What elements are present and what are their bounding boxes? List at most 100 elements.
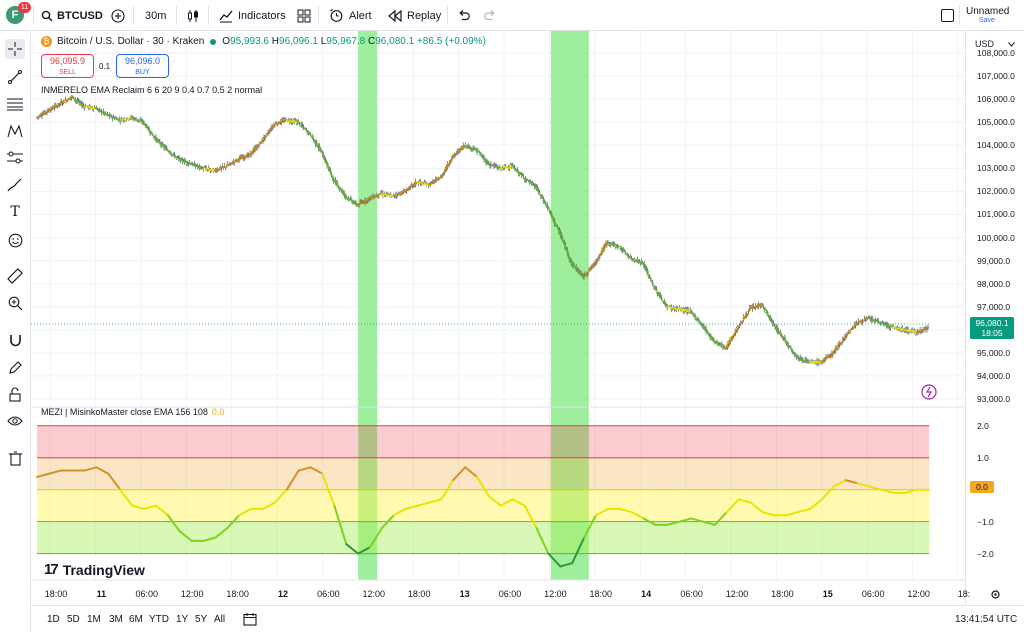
candle-body bbox=[44, 112, 48, 114]
undo-button[interactable] bbox=[457, 0, 470, 31]
candle-body bbox=[674, 307, 677, 309]
candle-body bbox=[917, 331, 921, 333]
range-button-1d[interactable]: 1D bbox=[47, 614, 60, 625]
chevron-down-icon bbox=[1008, 41, 1015, 47]
buy-button[interactable]: 96,096.0 BUY bbox=[116, 54, 169, 78]
chart-canvas[interactable] bbox=[31, 31, 965, 605]
currency-select[interactable]: USD bbox=[972, 36, 1018, 52]
candle-body bbox=[780, 333, 783, 337]
replay-label: Replay bbox=[407, 9, 442, 22]
eye-icon bbox=[7, 416, 23, 426]
range-button-5y[interactable]: 5Y bbox=[195, 614, 208, 625]
candle-body bbox=[850, 328, 853, 330]
range-button-1y[interactable]: 1Y bbox=[176, 614, 189, 625]
indicator-legend-2[interactable]: MEZI | MisinkoMaster close EMA 156 108 0.… bbox=[41, 407, 224, 417]
toolbar-divider bbox=[318, 6, 319, 25]
candle-body bbox=[441, 175, 444, 177]
sell-button[interactable]: 96,095.9 SELL bbox=[41, 54, 94, 78]
candle-body bbox=[551, 215, 554, 217]
oscillator-segment bbox=[583, 514, 597, 539]
save-button[interactable]: Save bbox=[979, 17, 995, 24]
layout-checkbox[interactable] bbox=[941, 0, 954, 31]
candle-body bbox=[249, 153, 253, 155]
trend-line-tool[interactable] bbox=[5, 67, 25, 87]
toolbar-divider bbox=[133, 6, 134, 25]
highlight-zones bbox=[358, 31, 589, 580]
candle-body bbox=[538, 192, 541, 194]
redo-button[interactable] bbox=[484, 0, 497, 31]
candle-body bbox=[700, 324, 704, 326]
range-button-6m[interactable]: 6M bbox=[129, 614, 143, 625]
candle-body bbox=[781, 336, 784, 338]
range-button-5d[interactable]: 5D bbox=[67, 614, 80, 625]
interval-button[interactable]: 30m bbox=[145, 9, 167, 22]
remove-drawings-tool[interactable] bbox=[5, 448, 25, 468]
range-button-3m[interactable]: 3M bbox=[109, 614, 123, 625]
replay-button[interactable]: Replay bbox=[388, 0, 441, 31]
candle-body bbox=[37, 116, 41, 118]
undo-icon bbox=[459, 9, 470, 20]
lightning-icon[interactable] bbox=[921, 384, 937, 400]
time-axis-label: 12:00 bbox=[362, 589, 386, 599]
tradingview-logo[interactable]: 17 TradingView bbox=[44, 561, 145, 578]
oscillator-segment bbox=[178, 530, 193, 542]
oscillator-segment bbox=[571, 536, 586, 565]
prediction-tool[interactable] bbox=[5, 148, 25, 168]
text-tool[interactable]: T bbox=[5, 202, 25, 222]
stay-in-drawing-tool[interactable] bbox=[5, 357, 25, 377]
symbol-legend[interactable]: ₿ Bitcoin / U.S. Dollar · 30 · Kraken O9… bbox=[41, 36, 486, 47]
oscillator-axis-label: −1.0 bbox=[977, 516, 994, 527]
candle-body bbox=[816, 360, 820, 362]
emoji-tool[interactable] bbox=[5, 230, 25, 250]
magnet-tool[interactable] bbox=[5, 330, 25, 350]
range-button-1m[interactable]: 1M bbox=[87, 614, 101, 625]
pattern-tool[interactable] bbox=[5, 121, 25, 141]
candle-body bbox=[440, 175, 443, 179]
candle-body bbox=[298, 122, 301, 124]
candle-body bbox=[776, 328, 779, 332]
candle-body bbox=[542, 199, 545, 202]
zoom-tool[interactable] bbox=[5, 293, 25, 313]
symbol-search-button[interactable]: BTCUSD bbox=[41, 0, 103, 31]
candle-body bbox=[846, 333, 849, 335]
range-button-ytd[interactable]: YTD bbox=[149, 614, 169, 625]
measure-tool[interactable] bbox=[5, 266, 25, 286]
range-button-all[interactable]: All bbox=[214, 614, 226, 625]
indicators-icon bbox=[219, 10, 233, 22]
brush-tool[interactable] bbox=[5, 175, 25, 195]
compare-symbol-button[interactable] bbox=[111, 0, 125, 31]
candle-body bbox=[448, 162, 451, 164]
candle-body bbox=[679, 308, 682, 311]
candle-body bbox=[805, 360, 809, 362]
fib-tool[interactable] bbox=[5, 94, 25, 114]
candle-body bbox=[555, 225, 558, 227]
candle-body bbox=[362, 202, 366, 204]
candle-body bbox=[51, 106, 55, 109]
pencil-lock-icon bbox=[8, 360, 22, 374]
utc-clock[interactable]: 13:41:54 UTC bbox=[955, 614, 1018, 625]
candle-body bbox=[348, 199, 351, 201]
indicators-button[interactable]: Indicators bbox=[219, 0, 286, 31]
candle-body bbox=[368, 197, 372, 200]
indicator-legend-1[interactable]: INMERELO EMA Reclaim 6 6 20 9 0.4 0.7 0.… bbox=[41, 85, 263, 95]
lock-drawings-tool[interactable] bbox=[5, 384, 25, 404]
search-icon bbox=[41, 10, 53, 21]
crosshair-tool[interactable] bbox=[5, 39, 25, 59]
layout-name[interactable]: Unnamed bbox=[966, 6, 1010, 17]
alert-button[interactable]: Alert bbox=[329, 0, 372, 31]
candle-body bbox=[342, 191, 345, 195]
go-to-date-button[interactable] bbox=[243, 612, 257, 629]
hide-drawings-tool[interactable] bbox=[5, 411, 25, 431]
candle-body bbox=[540, 195, 543, 197]
candle-body bbox=[217, 169, 220, 171]
oscillator-zone bbox=[37, 489, 929, 522]
candle-body bbox=[166, 149, 170, 151]
axis-settings-button[interactable] bbox=[990, 589, 1001, 603]
candle-body bbox=[496, 166, 500, 168]
templates-button[interactable] bbox=[297, 0, 311, 31]
candle-body bbox=[143, 123, 147, 125]
chart-type-button[interactable] bbox=[186, 0, 200, 31]
candle-body bbox=[446, 164, 449, 169]
candle-body bbox=[701, 325, 705, 328]
candle-body bbox=[278, 123, 282, 125]
